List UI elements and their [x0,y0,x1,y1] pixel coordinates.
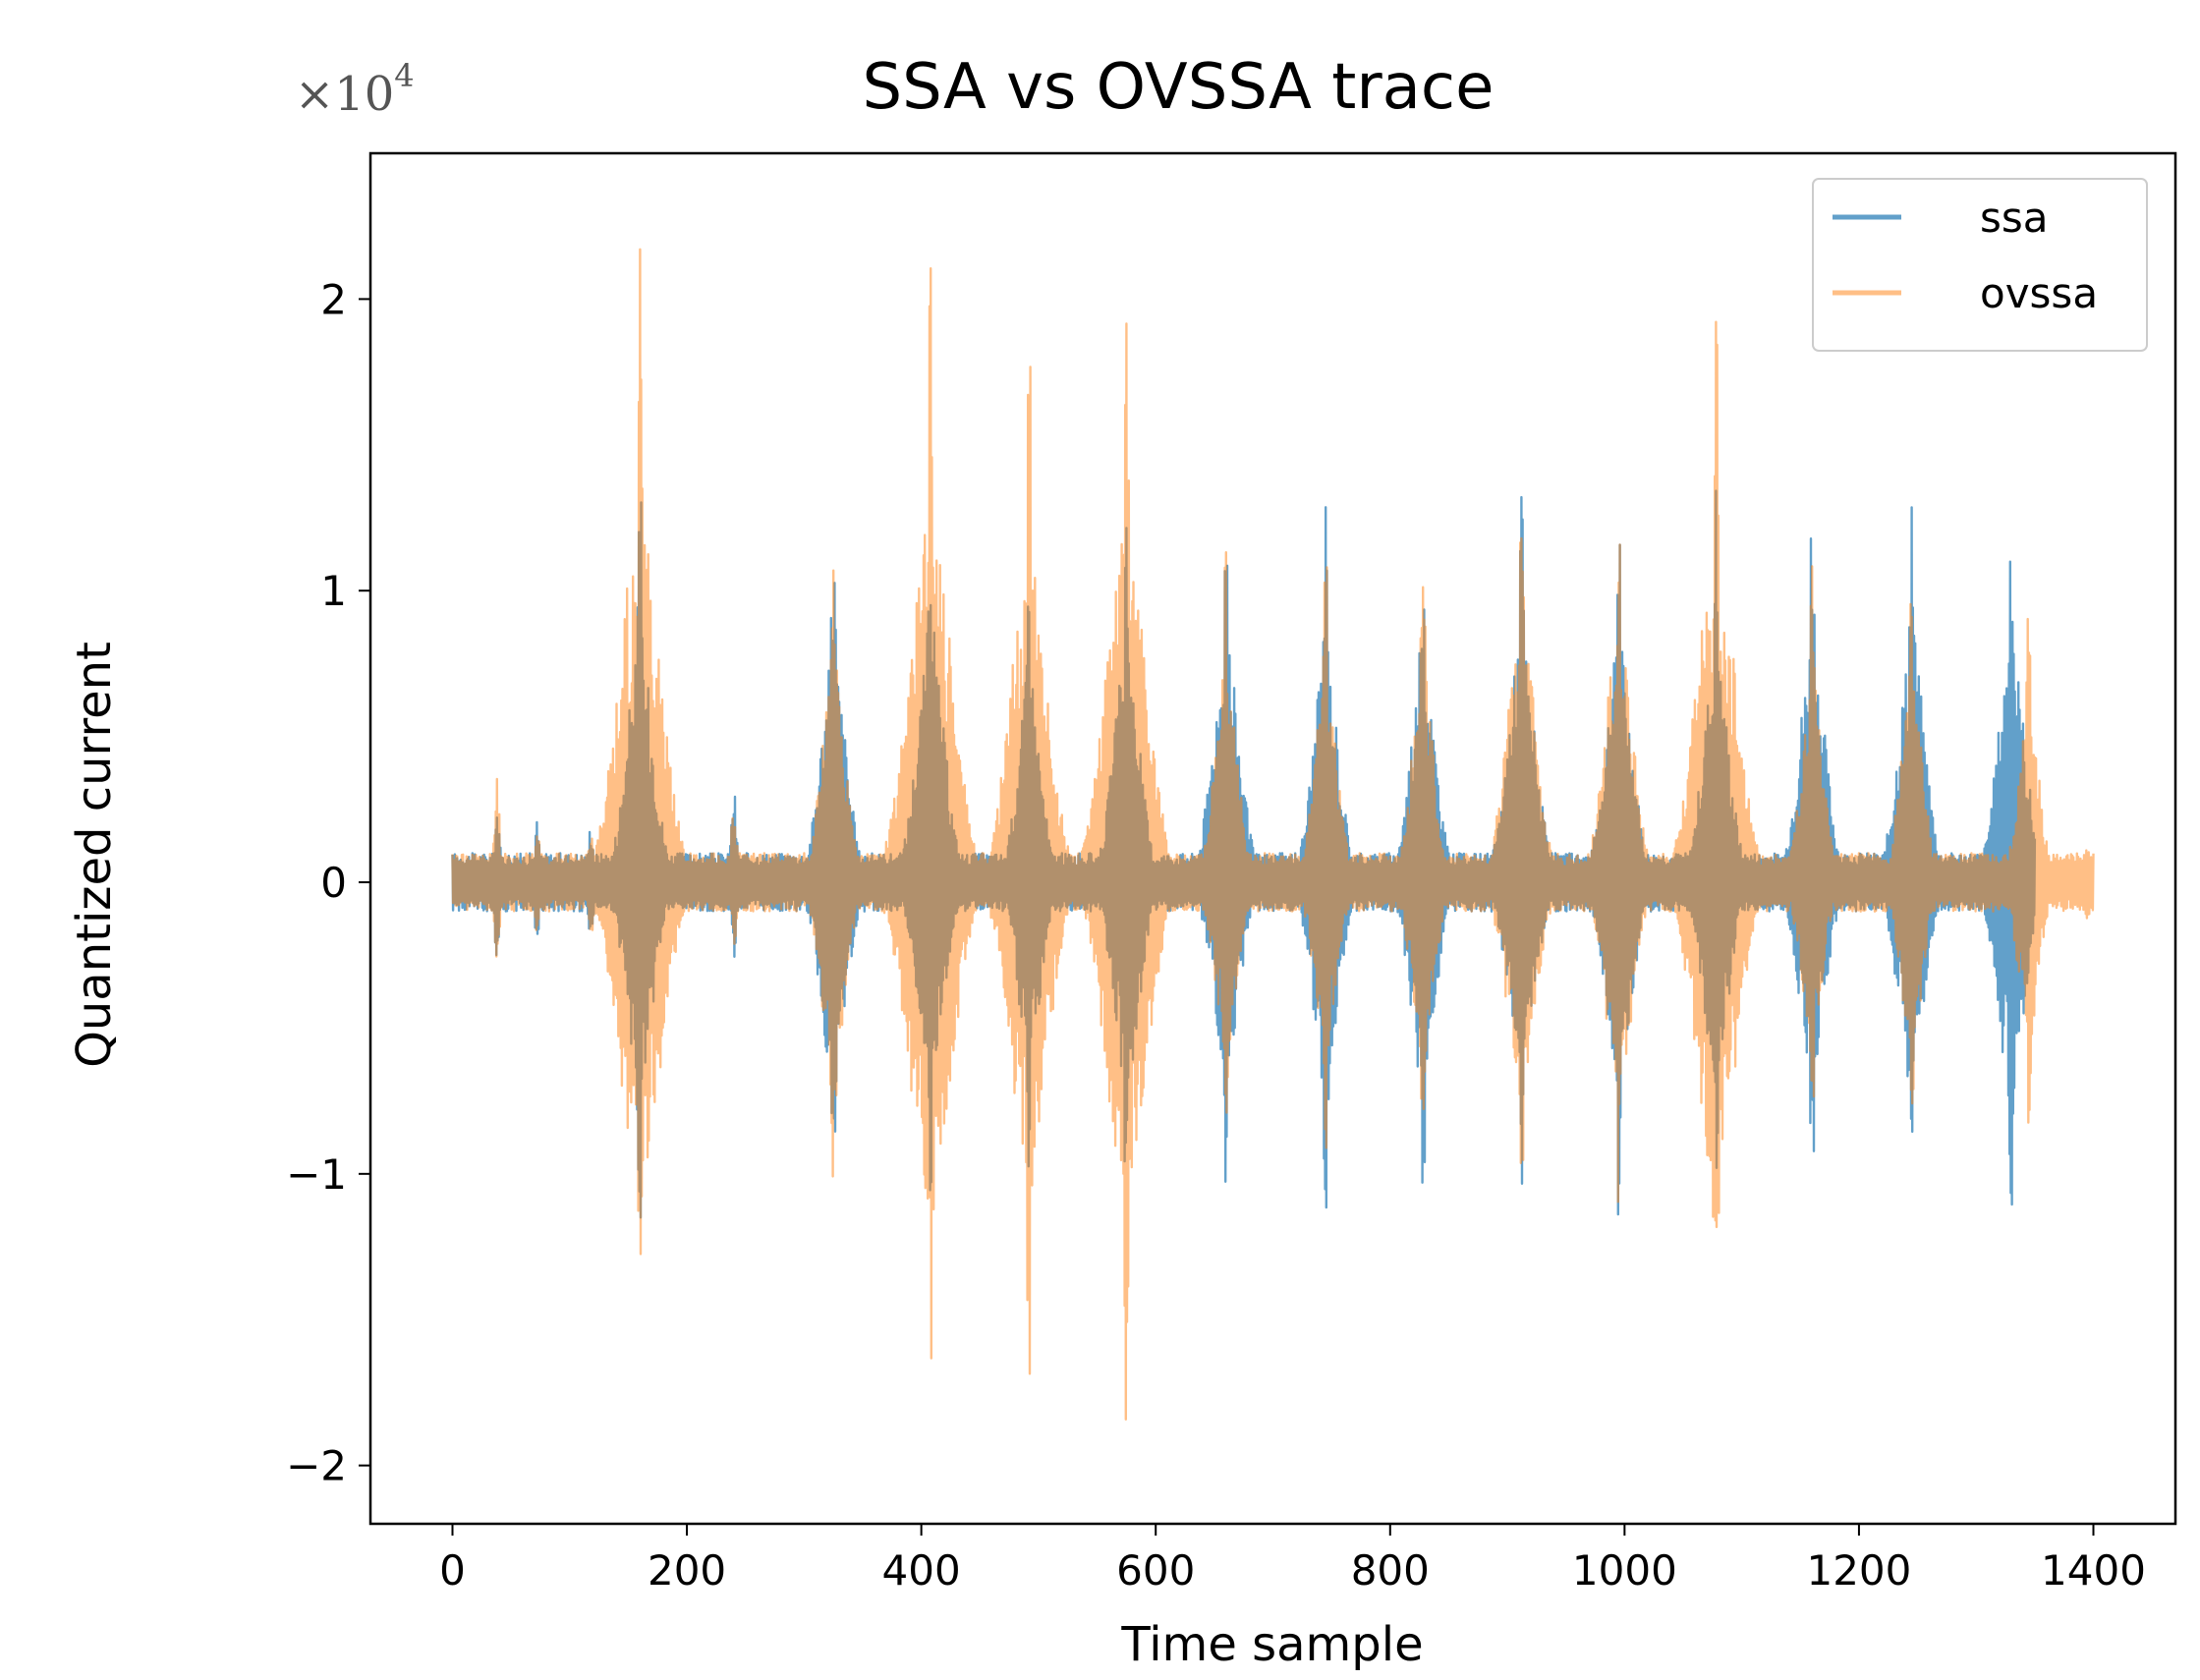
legend-label-ovssa: ovssa [1980,269,2098,317]
x-tick-label: 1000 [1572,1546,1677,1595]
y-tick-label: 0 [320,859,347,907]
x-tick-label: 800 [1351,1546,1430,1595]
y-tick-label: 2 [320,275,347,323]
x-axis-label: Time sample [1120,1617,1423,1672]
y-tick-label: 1 [320,567,347,615]
legend: ssa ovssa [1812,178,2148,352]
x-tick-label: 1400 [2041,1546,2146,1595]
legend-label-ssa: ssa [1980,194,2049,242]
chart-title: SSA vs OVSSA trace [863,51,1495,124]
y-tick-label: −1 [286,1150,347,1199]
y-scale-base: ×10 [295,67,394,122]
plot-frame [368,151,2177,1526]
svg-text:×104: ×104 [295,57,415,122]
x-tick-label: 600 [1116,1546,1195,1595]
x-tick-label: 200 [648,1546,726,1595]
x-tick-label: 400 [882,1546,961,1595]
y-scale-multiplier: ×104 [295,57,415,122]
series-line-ovssa [451,248,2095,1421]
y-axis-label: Quantized current [67,642,122,1068]
x-tick-label: 1200 [1806,1546,1911,1595]
x-tick-label: 0 [439,1546,466,1595]
legend-box [1812,178,2148,352]
axis-ticks: 0 200 400 600 800 1000 1200 1400 −2 −1 0 1 2 [286,275,2146,1595]
series-layer [451,248,2095,1421]
y-scale-exponent: 4 [394,57,414,94]
y-tick-label: −2 [286,1442,347,1490]
